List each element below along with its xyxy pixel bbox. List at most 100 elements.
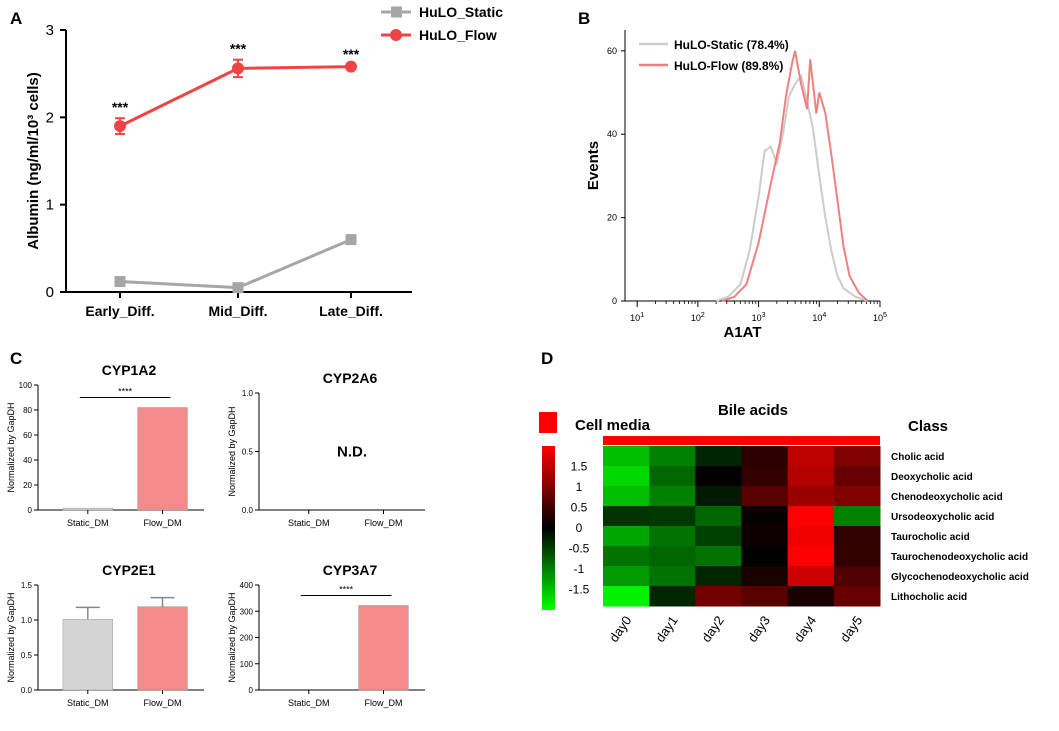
y-tick-label: 40 [23, 456, 32, 465]
data-point-flow [114, 120, 126, 133]
y-tick-label: 0 [46, 284, 54, 301]
y-tick-label: 1 [46, 197, 54, 214]
y-tick-label: 0.5 [21, 651, 33, 660]
x-axis-title: A1AT [723, 324, 761, 341]
x-tick-label: Flow_DM [143, 518, 181, 528]
heatmap-cell [741, 446, 789, 467]
heatmap-cell [787, 546, 835, 567]
panel-label-c: C [10, 349, 22, 368]
x-tick-base: 10 [691, 313, 701, 323]
row-label: Taurocholic acid [891, 532, 970, 543]
y-axis-title: Normalized by GapDH [227, 592, 237, 682]
heatmap-cell [787, 506, 835, 527]
x-tick-exponent: 1 [640, 312, 644, 319]
heatmap-cell [695, 506, 742, 527]
x-tick-label: 101 [630, 312, 644, 323]
heatmap-cell [603, 546, 650, 567]
heatmap-cell [741, 566, 789, 587]
x-tick-label: 105 [873, 312, 887, 323]
panel-c-cyp2a6-bar-chart: CYP2A6 0.0 0.5 1.0 Normalized by GapDH Static… [227, 370, 425, 528]
x-tick-base: 10 [630, 313, 640, 323]
heatmap-cell [695, 486, 742, 507]
y-tick-label: 3 [46, 22, 54, 39]
heatmap-cell [741, 506, 789, 527]
heatmap-cell [695, 526, 742, 547]
y-axis-title: Normalized by GapDH [6, 402, 16, 492]
column-label: day3 [745, 613, 773, 645]
legend-label: HuLO_Flow [419, 27, 497, 43]
heatmap-cell [649, 546, 696, 567]
y-tick-label: 1.0 [21, 616, 33, 625]
heatmap-cell [649, 566, 696, 587]
heatmap-cell [695, 586, 742, 607]
data-point-flow [232, 62, 244, 75]
x-tick-label: Early_Diff. [85, 303, 154, 319]
x-tick-exponent: 5 [883, 312, 887, 319]
series-line-0 [119, 238, 352, 290]
colorbar-tick-label: -1 [574, 562, 585, 576]
data-point-flow [345, 60, 357, 73]
heatmap-cell [603, 506, 650, 527]
y-tick-label: 20 [23, 481, 32, 490]
significance-marker: *** [112, 99, 129, 115]
heatmap-cell [741, 586, 789, 607]
heatmap-cell [649, 446, 696, 467]
y-tick-label: 40 [607, 129, 617, 139]
panel-label-a: A [10, 9, 22, 28]
bar-flow-dm [137, 407, 188, 511]
x-tick-label: Flow_DM [143, 698, 181, 708]
y-tick-label: 0.0 [21, 686, 33, 695]
colorbar-tick-label: -0.5 [569, 542, 590, 556]
class-header: Class [908, 418, 948, 435]
heatmap-cell [695, 446, 742, 467]
heatmap-cell [833, 506, 881, 527]
heatmap-cell [741, 526, 789, 547]
x-tick-base: 10 [752, 313, 762, 323]
y-tick-label: 60 [23, 431, 32, 440]
heatmap-cell [787, 446, 835, 467]
heatmap-cell [833, 486, 881, 507]
heatmap-cell [741, 466, 789, 487]
heatmap-cell [787, 486, 835, 507]
heatmap-cell [787, 526, 835, 547]
histogram-curve-0 [715, 73, 869, 302]
heatmap-cell [603, 586, 650, 607]
colorbar [542, 446, 555, 610]
x-tick-exponent: 4 [822, 312, 826, 319]
panel-label-d: D [541, 349, 553, 368]
column-label: day2 [698, 613, 726, 645]
chart-title: CYP2E1 [102, 562, 156, 578]
y-tick-label: 2 [46, 109, 54, 126]
significance-marker: *** [230, 41, 247, 57]
colorbar-tick-label: 1.5 [571, 460, 588, 474]
panel-c-cyp1a2-bar-chart: CYP1A2 0 20 40 60 80 100 Normalized by GapDH Sta… [6, 362, 204, 528]
chart-title: CYP3A7 [323, 562, 378, 578]
y-tick-label: 0 [28, 506, 33, 515]
x-tick-label: 104 [812, 312, 826, 323]
y-axis-title: Events [585, 141, 602, 190]
heatmap-cell [833, 466, 881, 487]
x-tick-label: Static_DM [67, 518, 109, 528]
row-label: Taurochenodeoxycholic acid [891, 552, 1028, 563]
not-detected-label: N.D. [337, 444, 367, 461]
panel-label-b: B [578, 9, 590, 28]
y-axis-title: Albumin (ng/ml/10³ cells) [25, 72, 42, 250]
legend-marker-flow [390, 29, 402, 41]
heatmap-cell [833, 546, 881, 567]
chart-title: CYP2A6 [323, 370, 378, 386]
row-label: Ursodeoxycholic acid [891, 512, 994, 523]
legend-label: HuLO_Static [419, 4, 503, 20]
heatmap-cell [741, 546, 789, 567]
heatmap-cell [649, 466, 696, 487]
heatmap-title: Bile acids [718, 402, 788, 419]
heatmap-cell [787, 466, 835, 487]
bar-static-dm [62, 507, 113, 511]
y-tick-label: 1.5 [21, 581, 33, 590]
y-tick-label: 100 [19, 381, 33, 390]
y-axis-title: Normalized by GapDH [6, 592, 16, 682]
bar-flow-dm [358, 605, 409, 691]
y-tick-label: 80 [23, 406, 32, 415]
